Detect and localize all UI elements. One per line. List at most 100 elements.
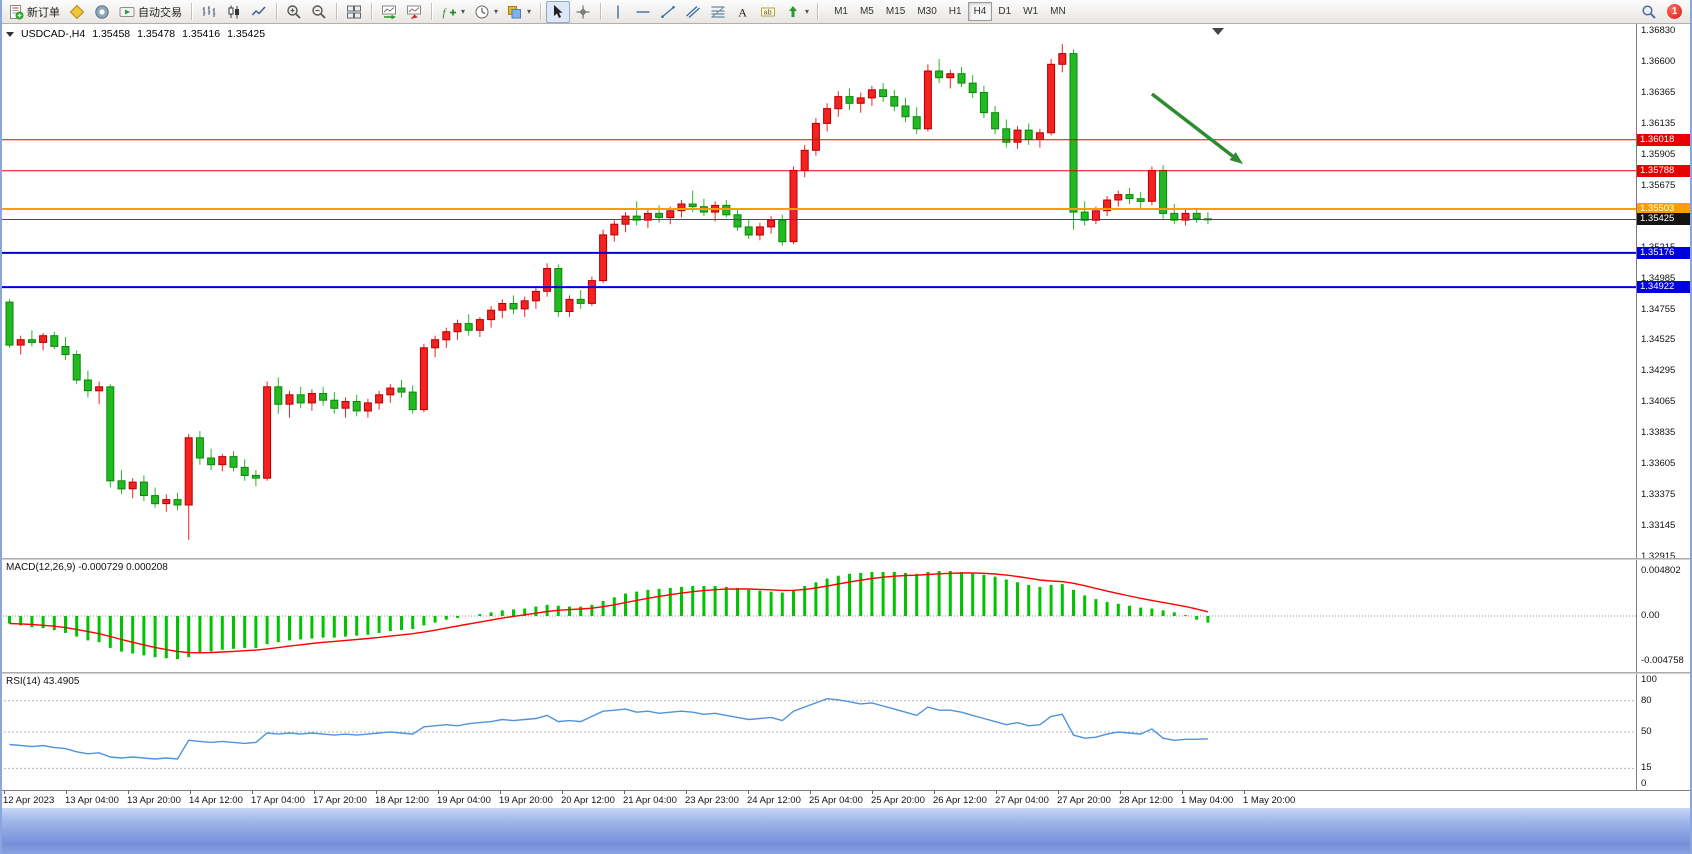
time-axis-tick [500,791,501,794]
macd-axis-label: 0.00 [1641,610,1660,621]
symbol-dropdown-icon[interactable] [6,31,14,37]
chart-window: USDCAD-,H4 1.35458 1.35478 1.35416 1.354… [0,24,1692,808]
timeframe-m15[interactable]: M15 [885,6,906,17]
macd-axis[interactable]: 0.004802 0.00 -0.004758 [1636,560,1692,672]
candlestick-plot[interactable] [0,24,1636,558]
toolbar-separator [600,3,602,20]
price-line-badge: 1.35176 [1637,247,1692,259]
crosshair-button[interactable] [571,1,595,23]
search-button[interactable] [1637,1,1661,23]
price-axis-label: 1.33605 [1641,458,1676,469]
rsi-axis-label: 80 [1641,695,1652,706]
time-axis-label: 13 Apr 20:00 [127,795,181,806]
new-order-button[interactable]: 新订单 [4,1,64,23]
dropdown-arrow-icon: ▾ [527,7,532,16]
auto-scroll-button[interactable] [377,1,401,23]
time-axis-tick [314,791,315,794]
svg-text:f: f [443,7,448,19]
time-axis-label: 28 Apr 12:00 [1119,795,1173,806]
macd-panel[interactable]: MACD(12,26,9) -0.000729 0.000208 [0,560,1636,672]
time-axis-tick [686,791,687,794]
shapes-button[interactable]: ▾ [781,1,813,23]
time-axis-tick [748,791,749,794]
toolbar-separator [191,3,192,20]
price-axis-label: 1.33375 [1641,489,1676,500]
price-axis-label: 1.33835 [1641,427,1676,438]
timeframe-m1[interactable]: M1 [834,6,848,17]
time-axis-tick [996,791,997,794]
time-axis-tick [872,791,873,794]
time-axis-tick [66,791,67,794]
community-button[interactable] [90,1,114,23]
price-axis-label: 1.34065 [1641,396,1676,407]
panel-splitter-1[interactable] [0,558,1692,560]
hline-icon [635,4,651,20]
trendline-button[interactable] [656,1,680,23]
time-axis-tick [1120,791,1121,794]
rsi-axis-label: 0 [1641,778,1647,789]
price-axis-label: 1.34295 [1641,365,1676,376]
macd-axis-label: 0.004802 [1641,565,1681,576]
autotrading-button[interactable]: 自动交易 [115,1,186,23]
price-axis[interactable]: 1.36830 1.36600 1.36365 1.36135 1.35905 1.356… [1636,24,1692,562]
price-line-badge: 1.35425 [1637,213,1692,225]
text-icon: A [735,4,751,20]
price-axis-label: 1.35675 [1641,180,1676,191]
templates-button[interactable]: ▾ [503,1,535,23]
timeframe-m5[interactable]: M5 [859,6,874,17]
label-button[interactable]: ab [756,1,780,23]
horizontal-line-button[interactable] [631,1,655,23]
price-line-badge: 1.36018 [1637,134,1692,146]
tile-windows-button[interactable] [342,1,366,23]
line-chart-button[interactable] [247,1,271,23]
fibonacci-button[interactable] [706,1,730,23]
zoom-out-button[interactable] [307,1,331,23]
notification-badge[interactable]: 1 [1667,4,1682,19]
panel-splitter-2[interactable] [0,672,1692,674]
text-button[interactable]: A [731,1,755,23]
metaeditor-icon [69,4,85,20]
cursor-icon [550,4,566,20]
macd-plot[interactable] [0,560,1636,672]
rsi-panel[interactable]: RSI(14) 43.4905 [0,674,1636,790]
periods-button[interactable]: ▾ [470,1,502,23]
search-icon [1641,4,1657,20]
price-axis-label: 1.35905 [1641,149,1676,160]
timeframe-toolbar: M1 M5 M15 M30 H1 H4 D1 W1 MN [828,2,1072,21]
cursor-button[interactable] [546,0,571,23]
timeframe-d1[interactable]: D1 [998,6,1012,17]
window-left-frame [0,0,2,854]
bar-chart-button[interactable] [197,1,221,23]
time-axis-label: 26 Apr 12:00 [933,795,987,806]
main-chart-panel[interactable]: USDCAD-,H4 1.35458 1.35478 1.35416 1.354… [0,24,1636,558]
rsi-axis[interactable]: 100 80 50 15 0 [1636,674,1692,790]
time-axis-tick [934,791,935,794]
time-axis-label: 12 Apr 2023 [3,795,55,806]
dropdown-arrow-icon: ▾ [461,7,466,16]
indicators-button[interactable]: f ▾ [437,1,469,23]
price-axis-label: 1.36600 [1641,56,1676,67]
timeframe-h4[interactable]: H4 [967,2,993,21]
timeframe-mn[interactable]: MN [1050,6,1066,17]
time-axis-label: 20 Apr 12:00 [561,795,615,806]
candlestick-chart-button[interactable] [222,1,246,23]
metaeditor-button[interactable] [65,1,89,23]
time-axis-label: 18 Apr 12:00 [375,795,429,806]
ohlc-low: 1.35416 [182,28,221,40]
rsi-plot[interactable] [0,674,1636,790]
time-axis-label: 17 Apr 04:00 [251,795,305,806]
timeframe-w1[interactable]: W1 [1023,6,1039,17]
timeframe-m30[interactable]: M30 [917,6,937,17]
timeframe-h1[interactable]: H1 [948,6,962,17]
time-axis-label: 19 Apr 04:00 [437,795,491,806]
zoom-in-button[interactable] [282,1,306,23]
periods-icon [474,4,490,20]
channel-button[interactable] [681,1,705,23]
vertical-line-button[interactable] [606,1,630,23]
chart-shift-button[interactable] [402,1,426,23]
time-axis[interactable]: 12 Apr 2023 13 Apr 04:00 13 Apr 20:00 14 Ap… [0,790,1692,808]
rsi-label: RSI(14) 43.4905 [6,676,80,687]
bars-chart-icon [201,4,217,20]
